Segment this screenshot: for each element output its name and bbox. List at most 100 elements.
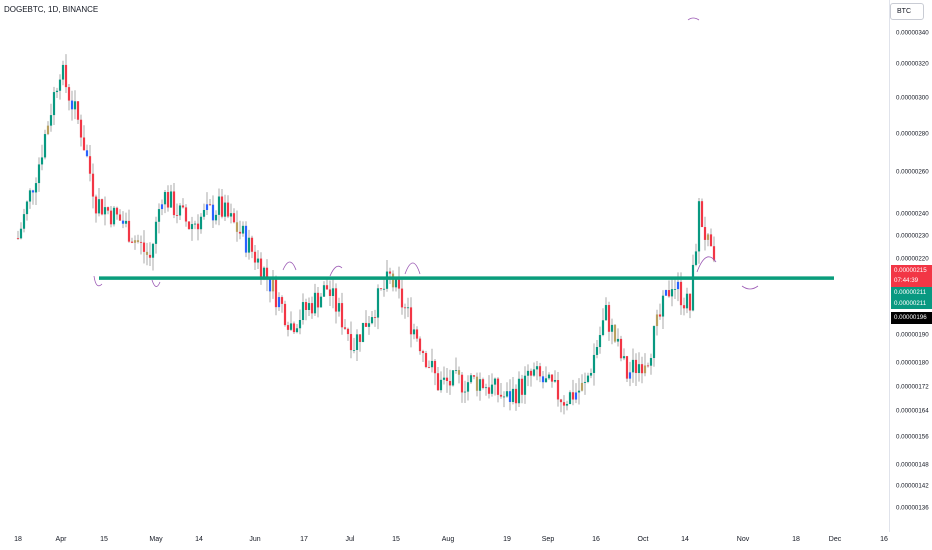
candle-body <box>655 314 659 327</box>
time-tick-label: Jun <box>249 536 261 543</box>
time-tick-label: 16 <box>880 536 888 543</box>
time-tick-label: 17 <box>300 536 308 543</box>
price-tick-label: 0.00000300 <box>896 94 929 102</box>
candle-body <box>223 202 227 217</box>
price-label-b: 0.00000211 <box>891 298 932 309</box>
time-tick-label: 15 <box>392 536 400 543</box>
candle-body <box>397 279 401 289</box>
candle-body <box>49 115 53 126</box>
candle-body <box>256 258 260 263</box>
candle-body <box>565 403 569 406</box>
candle-body <box>694 251 698 265</box>
candle-body <box>394 279 398 288</box>
time-tick-label: 18 <box>14 536 22 543</box>
candle-body <box>22 214 26 229</box>
candle-body <box>115 207 119 215</box>
candle-body <box>547 374 551 379</box>
candle-body <box>532 369 536 376</box>
candle-body <box>187 221 191 230</box>
candle-body <box>292 323 296 333</box>
candle-body <box>442 377 446 380</box>
candle-body <box>658 314 662 317</box>
candle-body <box>523 375 527 395</box>
candle-body <box>169 191 173 208</box>
candle-body <box>673 289 677 290</box>
candle-body <box>124 220 128 224</box>
candle-body <box>601 320 605 336</box>
candle-body <box>484 387 488 389</box>
candle-body <box>544 378 548 383</box>
price-tick-label: 0.00000220 <box>896 255 929 263</box>
candle-body <box>241 225 245 234</box>
price-tick-label: 0.00000148 <box>896 461 929 469</box>
candle-body <box>580 382 584 391</box>
candle-body <box>334 288 338 312</box>
candle-body <box>28 190 32 202</box>
annotation-arc <box>93 275 103 287</box>
candle-body <box>82 137 86 151</box>
candle-body <box>70 100 74 110</box>
candle-body <box>133 240 137 243</box>
currency-button[interactable]: BTC <box>890 3 924 20</box>
candle-body <box>436 373 440 391</box>
candle-body <box>142 242 146 252</box>
candle-body <box>706 234 710 240</box>
candle-body <box>643 365 647 374</box>
candle-body <box>259 258 263 279</box>
candle-body <box>697 201 701 252</box>
time-tick-label: 15 <box>100 536 108 543</box>
annotation-arc <box>282 261 297 271</box>
candle-body <box>208 204 212 206</box>
candle-body <box>379 288 383 290</box>
candle-body <box>667 290 671 297</box>
candle-body <box>136 240 140 242</box>
candle-body <box>664 290 668 296</box>
candle-body <box>613 324 617 342</box>
candle-body <box>418 338 422 352</box>
candle-body <box>217 196 221 215</box>
candle-body <box>355 334 359 350</box>
candle-body <box>607 305 611 332</box>
candle-body <box>253 251 257 263</box>
candle-body <box>127 220 131 242</box>
candle-body <box>67 87 71 101</box>
candle-body <box>478 379 482 391</box>
candle-layer <box>16 54 716 415</box>
time-tick-label: 16 <box>592 536 600 543</box>
candle-body <box>508 391 512 402</box>
candle-body <box>274 279 278 308</box>
candle-body <box>490 384 494 394</box>
candle-body <box>688 293 692 311</box>
candle-body <box>709 234 713 247</box>
candle-body <box>286 325 290 330</box>
candle-body <box>712 246 716 261</box>
candle-body <box>427 367 431 368</box>
candle-body <box>451 370 455 386</box>
time-tick-label: Sep <box>541 536 555 543</box>
candle-body <box>481 379 485 389</box>
candle-body <box>520 378 524 395</box>
candle-body <box>148 254 152 258</box>
candle-body <box>268 278 272 292</box>
candle-body <box>703 227 707 240</box>
candle-body <box>700 201 704 228</box>
candle-body <box>175 215 179 216</box>
candle-body <box>16 238 20 239</box>
price-tick-label: 0.00000136 <box>896 504 929 512</box>
candle-body <box>649 358 653 366</box>
candle-body <box>244 225 248 253</box>
candle-body <box>652 326 656 359</box>
candle-body <box>112 207 116 225</box>
price-tick-label: 0.00000164 <box>896 407 929 415</box>
candle-body <box>625 356 629 379</box>
candle-body <box>382 288 386 290</box>
price-tick-label: 0.00000142 <box>896 482 929 490</box>
candle-body <box>352 349 356 351</box>
time-tick-label: Jul <box>345 536 355 543</box>
candle-body <box>511 388 515 402</box>
candle-body <box>616 338 620 342</box>
candle-body <box>61 64 65 80</box>
candle-body <box>121 220 125 224</box>
candle-body <box>403 307 407 309</box>
